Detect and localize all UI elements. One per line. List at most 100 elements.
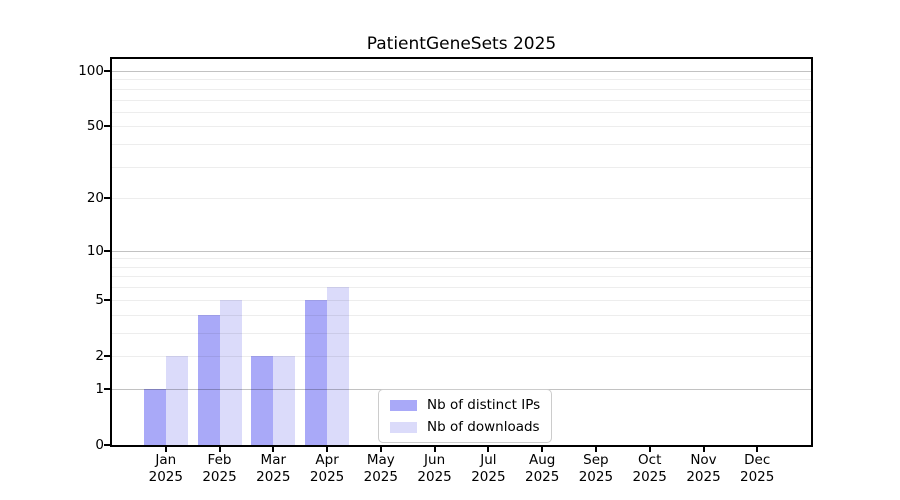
- y-tick-label: 10: [86, 242, 104, 259]
- bar-apr-distinct-ips: [305, 299, 328, 445]
- bar-apr-downloads: [327, 287, 350, 445]
- y-tick-mark: [104, 355, 111, 357]
- gridline-minor: [112, 276, 811, 278]
- x-tick-mark: [487, 447, 490, 452]
- x-tick-label-month: Nov: [690, 452, 717, 468]
- y-tick-label: 100: [78, 62, 104, 79]
- x-tick-label: Mar 2025: [238, 452, 308, 486]
- x-tick-label-year: 2025: [471, 469, 506, 485]
- x-tick-mark: [756, 447, 759, 452]
- x-tick-label-year: 2025: [686, 469, 721, 485]
- x-tick-label-month: Jan: [155, 452, 177, 468]
- gridline-minor: [112, 266, 811, 268]
- x-tick-label: Dec 2025: [722, 452, 792, 486]
- y-tick-mark: [104, 69, 111, 72]
- x-tick-label: Feb 2025: [185, 452, 255, 486]
- x-tick-label-year: 2025: [309, 469, 345, 485]
- x-tick-label-month: Dec: [744, 452, 771, 468]
- gridline-minor: [112, 332, 811, 334]
- x-tick-label: Jul 2025: [453, 452, 523, 486]
- x-tick-mark: [272, 447, 275, 452]
- y-tick-mark: [104, 197, 111, 200]
- x-tick-label-year: 2025: [417, 469, 452, 485]
- gridline-minor: [112, 79, 811, 81]
- gridline-minor: [112, 88, 811, 90]
- bar-jan-downloads: [165, 356, 188, 445]
- x-tick-label: Jan 2025: [131, 452, 201, 486]
- chart-title: PatientGeneSets 2025: [366, 34, 557, 54]
- y-tick-label: 0: [95, 437, 104, 453]
- gridline-minor: [112, 111, 811, 113]
- x-tick-label-month: Aug: [529, 452, 556, 468]
- bar-mar-downloads: [273, 356, 296, 445]
- gridline-minor: [112, 144, 811, 145]
- gridline-minor: [112, 258, 811, 260]
- x-tick-label-year: 2025: [256, 469, 291, 485]
- x-tick-label-year: 2025: [202, 469, 237, 485]
- legend-item-downloads: Nb of downloads: [390, 419, 540, 435]
- gridline-minor: [112, 126, 811, 128]
- x-tick-label-year: 2025: [363, 469, 398, 485]
- y-tick-label: 20: [86, 190, 104, 207]
- x-tick-label: Nov 2025: [669, 452, 739, 486]
- gridline-major: [112, 70, 811, 72]
- gridline-minor: [112, 198, 811, 200]
- x-tick-label-month: Jul: [480, 452, 497, 468]
- x-tick-mark: [218, 447, 221, 452]
- x-tick-label-month: Feb: [207, 452, 232, 468]
- y-tick-mark: [104, 298, 111, 301]
- legend-label-distinct-ips: Nb of distinct IPs: [427, 397, 541, 413]
- x-tick-label-month: Jun: [424, 452, 446, 468]
- plot-area: Nb of distinct IPs Nb of downloads: [110, 57, 813, 447]
- x-tick-mark: [379, 447, 382, 452]
- gridline-major: [112, 250, 811, 252]
- x-tick-label-month: Apr: [315, 452, 339, 468]
- x-tick-label-month: Sep: [583, 452, 609, 468]
- y-tick-mark: [104, 387, 111, 390]
- gridline-minor: [112, 99, 811, 101]
- x-tick-label-year: 2025: [740, 469, 775, 485]
- legend-swatch-distinct-ips-icon: [390, 399, 417, 411]
- y-tick-label: 50: [86, 118, 104, 135]
- bar-feb-downloads: [219, 299, 242, 445]
- y-tick-label: 1: [95, 380, 104, 397]
- x-tick-label-year: 2025: [632, 469, 667, 485]
- y-tick-label: 2: [95, 348, 104, 364]
- x-tick-mark: [433, 447, 436, 452]
- x-tick-label-year: 2025: [525, 469, 560, 485]
- x-tick-label-year: 2025: [148, 469, 183, 485]
- x-tick-mark: [648, 447, 651, 452]
- bar-feb-distinct-ips: [197, 314, 220, 445]
- gridline-minor: [112, 166, 811, 168]
- x-tick-label-month: Oct: [638, 452, 662, 468]
- x-tick-label: Oct 2025: [615, 452, 685, 486]
- y-tick-mark: [104, 249, 111, 252]
- gridline-minor: [112, 287, 811, 289]
- x-tick-mark: [164, 447, 167, 452]
- x-tick-label: Aug 2025: [507, 452, 577, 486]
- legend-item-distinct-ips: Nb of distinct IPs: [390, 397, 540, 413]
- bars-layer: [112, 59, 811, 445]
- y-tick-mark: [104, 125, 111, 128]
- x-tick-mark: [541, 447, 544, 452]
- gridline-minor: [112, 299, 811, 301]
- legend-swatch-downloads-icon: [390, 421, 417, 433]
- legend-label-downloads: Nb of downloads: [427, 419, 540, 435]
- bar-mar-distinct-ips: [251, 356, 274, 445]
- x-tick-label: Sep 2025: [561, 452, 631, 486]
- x-tick-label-year: 2025: [578, 469, 614, 485]
- x-tick-mark: [702, 447, 705, 452]
- x-tick-label: Apr 2025: [292, 452, 362, 486]
- x-tick-mark: [594, 447, 597, 452]
- gridline-minor: [112, 356, 811, 357]
- y-tick-mark: [104, 444, 111, 446]
- legend: Nb of distinct IPs Nb of downloads: [378, 389, 553, 443]
- x-tick-label: May 2025: [346, 452, 416, 486]
- x-tick-label-month: May: [366, 452, 395, 468]
- bar-jan-distinct-ips: [143, 388, 166, 445]
- gridline-minor: [112, 314, 811, 316]
- y-tick-label: 5: [95, 291, 104, 308]
- x-tick-label: Jun 2025: [400, 452, 470, 486]
- x-tick-mark: [326, 447, 329, 452]
